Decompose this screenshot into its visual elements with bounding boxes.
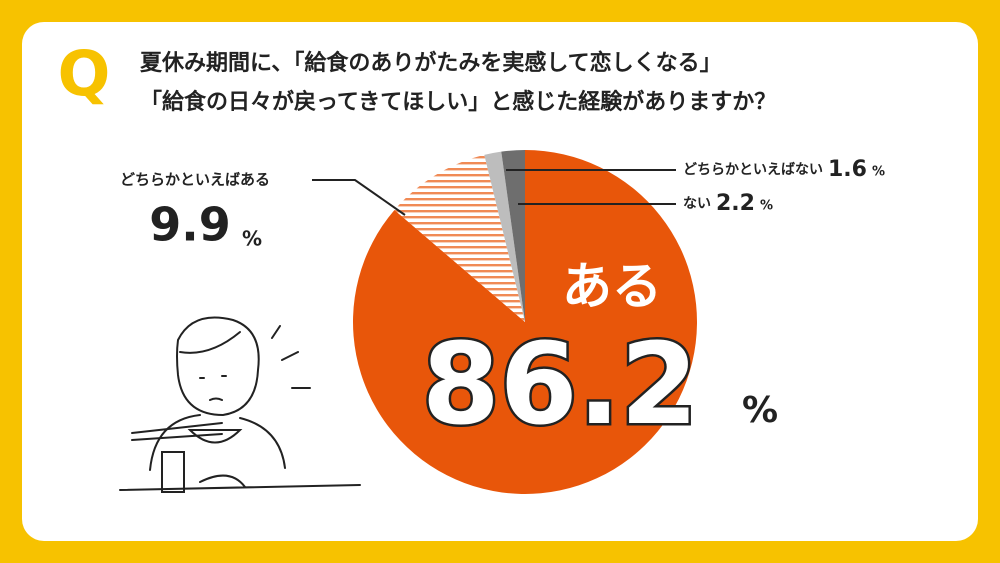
unit-label: % — [760, 199, 773, 214]
pie-slice — [394, 154, 525, 322]
value-label: 9.9 — [149, 198, 231, 252]
slice-label: ある — [562, 258, 662, 316]
title: 夏休み期間に、「給食のありがたみを実感して恋しくなる」 — [140, 50, 722, 76]
pie-slice — [484, 151, 525, 322]
value-label: 1.6 — [828, 157, 867, 182]
value-label: 2.2 — [716, 191, 755, 216]
slice-label: どちらかといえばない — [683, 162, 823, 178]
slice-label: ない — [683, 196, 711, 212]
q-marker: Q — [58, 37, 111, 110]
unit-label: % — [742, 390, 778, 431]
subtitle: 「給食の日々が戻ってきてほしい」と感じた経験がありますか？ — [140, 89, 776, 115]
pie-slice — [353, 150, 698, 494]
slice-label: どちらかといえばある — [120, 171, 270, 189]
illustration — [119, 316, 361, 493]
unit-label: % — [872, 165, 885, 180]
unit-label: % — [242, 227, 262, 251]
leader-line — [312, 179, 406, 216]
pie-slice — [501, 150, 525, 322]
value-label: 86.2 — [422, 320, 698, 450]
